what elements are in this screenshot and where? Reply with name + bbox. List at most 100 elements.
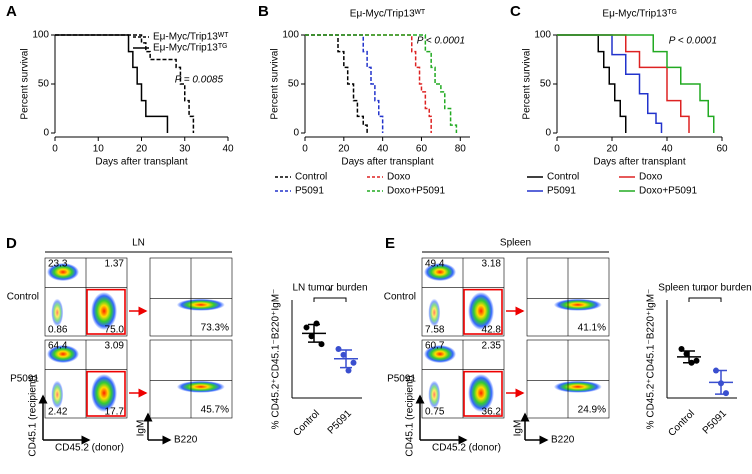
gated-percent: 45.7% [201, 405, 229, 416]
panel-letter: E [385, 235, 395, 252]
quadrant-value: 17.7 [105, 407, 125, 418]
survival-curve [557, 34, 690, 133]
gate [463, 370, 503, 417]
data-point [723, 390, 729, 397]
y-axis-label: Percent survival [20, 48, 31, 119]
axis-label: IgM [136, 420, 147, 437]
population [47, 345, 80, 364]
quadrant-value: 1.37 [105, 259, 125, 270]
x-tick-label: 40 [222, 144, 234, 155]
data-point [693, 357, 700, 364]
chart-title: Eμ-Myc/Trip13ᵀᴳ [602, 9, 676, 20]
population [91, 292, 118, 331]
gated-percent: 24.9% [578, 405, 606, 416]
quadrant-value: 3.09 [105, 341, 125, 352]
data-point [718, 380, 724, 387]
significance-bracket [313, 297, 347, 302]
y-tick-label: 50 [540, 79, 552, 90]
gate [86, 370, 126, 417]
quadrant-value: 3.18 [482, 259, 502, 270]
data-point [688, 359, 695, 366]
legend-label: Eμ-Myc/Trip13ᵂᵀ [153, 32, 229, 43]
sd-bar [340, 349, 352, 369]
panel-letter: D [6, 235, 17, 252]
x-tick-label: 0 [554, 144, 560, 155]
x-tick-label: Control [291, 408, 322, 439]
chart-title: Eμ-Myc/Trip13ᵂᵀ [350, 9, 426, 20]
gate [463, 288, 503, 335]
data-point [713, 367, 719, 374]
p-value: P = 0.0085 [175, 75, 224, 86]
gated-percent: 41.1% [578, 323, 606, 334]
axis-label: IgM [513, 420, 524, 437]
x-tick-label: 80 [455, 144, 467, 155]
population [91, 374, 118, 413]
y-axis-label: % CD45.2⁺CD45.1⁻B220⁺IgM⁻ [646, 289, 657, 430]
quadrant-value: 49.4 [425, 259, 445, 270]
x-tick-label: P5091 [701, 408, 730, 437]
x-tick-label: 20 [606, 144, 618, 155]
survival-curve [305, 34, 384, 133]
legend-label: Eμ-Myc/Trip13ᵀᴳ [153, 43, 227, 54]
x-tick-label: 40 [377, 144, 389, 155]
quadrant-value: 0.75 [425, 407, 445, 418]
y-tick-label: 50 [288, 79, 300, 90]
population [468, 292, 495, 331]
x-tick-label: 10 [93, 144, 105, 155]
y-tick-label: 0 [293, 128, 299, 139]
axis-label: B220 [174, 435, 198, 446]
population [424, 263, 457, 282]
quadrant-value: 7.58 [425, 325, 445, 336]
row-label: P5091 [387, 374, 416, 385]
survival-curve [305, 34, 368, 133]
legend-label: Control [295, 172, 327, 183]
legend-label: Doxo [387, 172, 411, 183]
x-tick-label: 60 [416, 144, 428, 155]
x-tick-label: 0 [302, 144, 308, 155]
p-value: P < 0.0001 [669, 36, 717, 47]
axis-label: CD45.2 (donor) [432, 443, 501, 454]
quadrant-value: 2.42 [48, 407, 68, 418]
row-label: Control [7, 292, 39, 303]
y-axis-label: % CD45.2⁺CD45.1⁻B220⁺IgM⁻ [271, 289, 282, 430]
quadrant-value: 75.0 [105, 325, 125, 336]
axis-label: B220 [551, 435, 575, 446]
survival-curve [55, 34, 195, 133]
data-point [303, 324, 310, 331]
survival-curve [55, 34, 169, 133]
legend-label: P5091 [547, 186, 576, 197]
x-tick-label: 30 [179, 144, 191, 155]
population [47, 263, 80, 282]
significance: * [328, 287, 332, 298]
panel-letter: A [6, 3, 17, 20]
population [51, 380, 64, 409]
significance-bracket [688, 297, 722, 302]
legend-label: Doxo+P5091 [387, 186, 446, 197]
quadrant-value: 0.86 [48, 325, 68, 336]
population [176, 380, 225, 393]
y-tick-label: 50 [38, 79, 50, 90]
y-axis-label: Percent survival [522, 48, 533, 119]
p-value: P < 0.0001 [417, 36, 465, 47]
y-tick-label: 0 [43, 128, 49, 139]
legend-label: P5091 [295, 186, 324, 197]
quadrant-value: 60.7 [425, 341, 445, 352]
population [428, 298, 441, 327]
population [51, 298, 64, 327]
chart-title: LN tumor burden [292, 283, 367, 294]
quadrant-value: 2.35 [482, 341, 502, 352]
population [553, 380, 602, 393]
y-tick-label: 0 [545, 128, 551, 139]
survival-curve [305, 34, 458, 133]
data-point [308, 333, 315, 340]
panel-letter: B [258, 3, 269, 20]
gate [86, 288, 126, 335]
legend-label: Doxo [639, 172, 663, 183]
axis-label: CD45.1 (recipient) [28, 375, 39, 456]
y-tick-label: 100 [32, 30, 49, 41]
axis-label: CD45.1 (recipient) [405, 375, 416, 456]
quadrant-value: 36.2 [482, 407, 502, 418]
row-label: P5091 [10, 374, 39, 385]
x-axis-label: Days after transplant [341, 157, 433, 168]
